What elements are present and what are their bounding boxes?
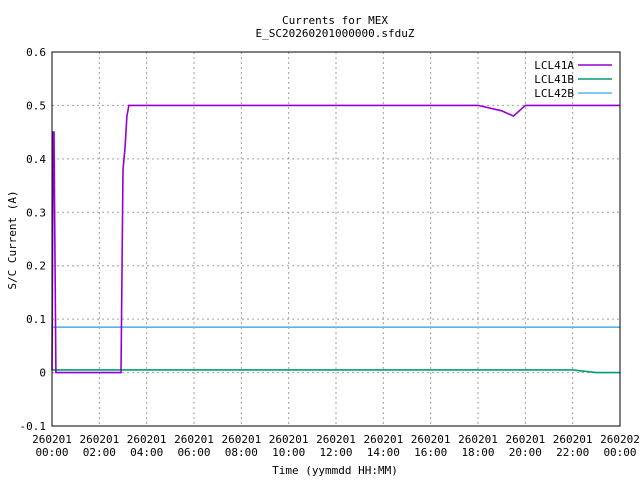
x-tick-time: 20:00 bbox=[509, 446, 542, 459]
x-tick-date: 260201 bbox=[221, 433, 261, 446]
y-tick-label: -0.1 bbox=[20, 420, 47, 433]
y-ticks: -0.1 0 0.1 0.2 0.3 0.4 0.5 0.6 bbox=[20, 46, 47, 433]
y-tick-label: 0 bbox=[39, 367, 46, 380]
plot-border bbox=[51, 51, 621, 427]
x-tick-time: 16:00 bbox=[414, 446, 447, 459]
chart-title: Currents for MEX bbox=[282, 14, 388, 27]
y-tick-label: 0.3 bbox=[26, 206, 46, 219]
y-tick-label: 0.5 bbox=[26, 99, 46, 112]
x-tick-time: 22:00 bbox=[556, 446, 589, 459]
legend-label: LCL41B bbox=[534, 73, 574, 86]
x-tick-date: 260201 bbox=[505, 433, 545, 446]
x-tick-date: 260201 bbox=[32, 433, 72, 446]
y-tick-label: 0.4 bbox=[26, 153, 46, 166]
x-axis-label: Time (yymmdd HH:MM) bbox=[272, 464, 398, 477]
chart-subtitle: E_SC20260201000000.sfduZ bbox=[256, 27, 415, 40]
series-line-lcl41a bbox=[51, 104, 620, 374]
x-tick-time: 14:00 bbox=[367, 446, 400, 459]
plot-area bbox=[51, 104, 620, 374]
y-axis-label: S/C Current (A) bbox=[6, 190, 19, 289]
legend-label: LCL41A bbox=[534, 59, 574, 72]
x-tick-date: 260201 bbox=[411, 433, 451, 446]
x-tick-date: 260201 bbox=[79, 433, 119, 446]
x-ticks: 26020100:0026020102:0026020104:002602010… bbox=[32, 433, 640, 459]
x-tick-date: 260201 bbox=[127, 433, 167, 446]
y-tick-label: 0.2 bbox=[26, 260, 46, 273]
x-tick-time: 08:00 bbox=[225, 446, 258, 459]
y-tick-label: 0.6 bbox=[26, 46, 46, 59]
x-tick-time: 10:00 bbox=[272, 446, 305, 459]
legend-label: LCL42B bbox=[534, 87, 574, 100]
x-tick-date: 260201 bbox=[269, 433, 309, 446]
x-tick-time: 00:00 bbox=[603, 446, 636, 459]
y-tick-label: 0.1 bbox=[26, 313, 46, 326]
x-tick-time: 02:00 bbox=[83, 446, 116, 459]
x-tick-date: 260201 bbox=[316, 433, 356, 446]
x-tick-time: 00:00 bbox=[35, 446, 68, 459]
x-tick-date: 260201 bbox=[363, 433, 403, 446]
x-tick-time: 18:00 bbox=[461, 446, 494, 459]
x-tick-date: 260201 bbox=[174, 433, 214, 446]
x-tick-time: 04:00 bbox=[130, 446, 163, 459]
x-tick-date: 260202 bbox=[600, 433, 640, 446]
x-tick-time: 06:00 bbox=[177, 446, 210, 459]
x-tick-date: 260201 bbox=[553, 433, 593, 446]
x-tick-date: 260201 bbox=[458, 433, 498, 446]
series-line-lcl41b bbox=[52, 369, 620, 374]
x-tick-time: 12:00 bbox=[319, 446, 352, 459]
